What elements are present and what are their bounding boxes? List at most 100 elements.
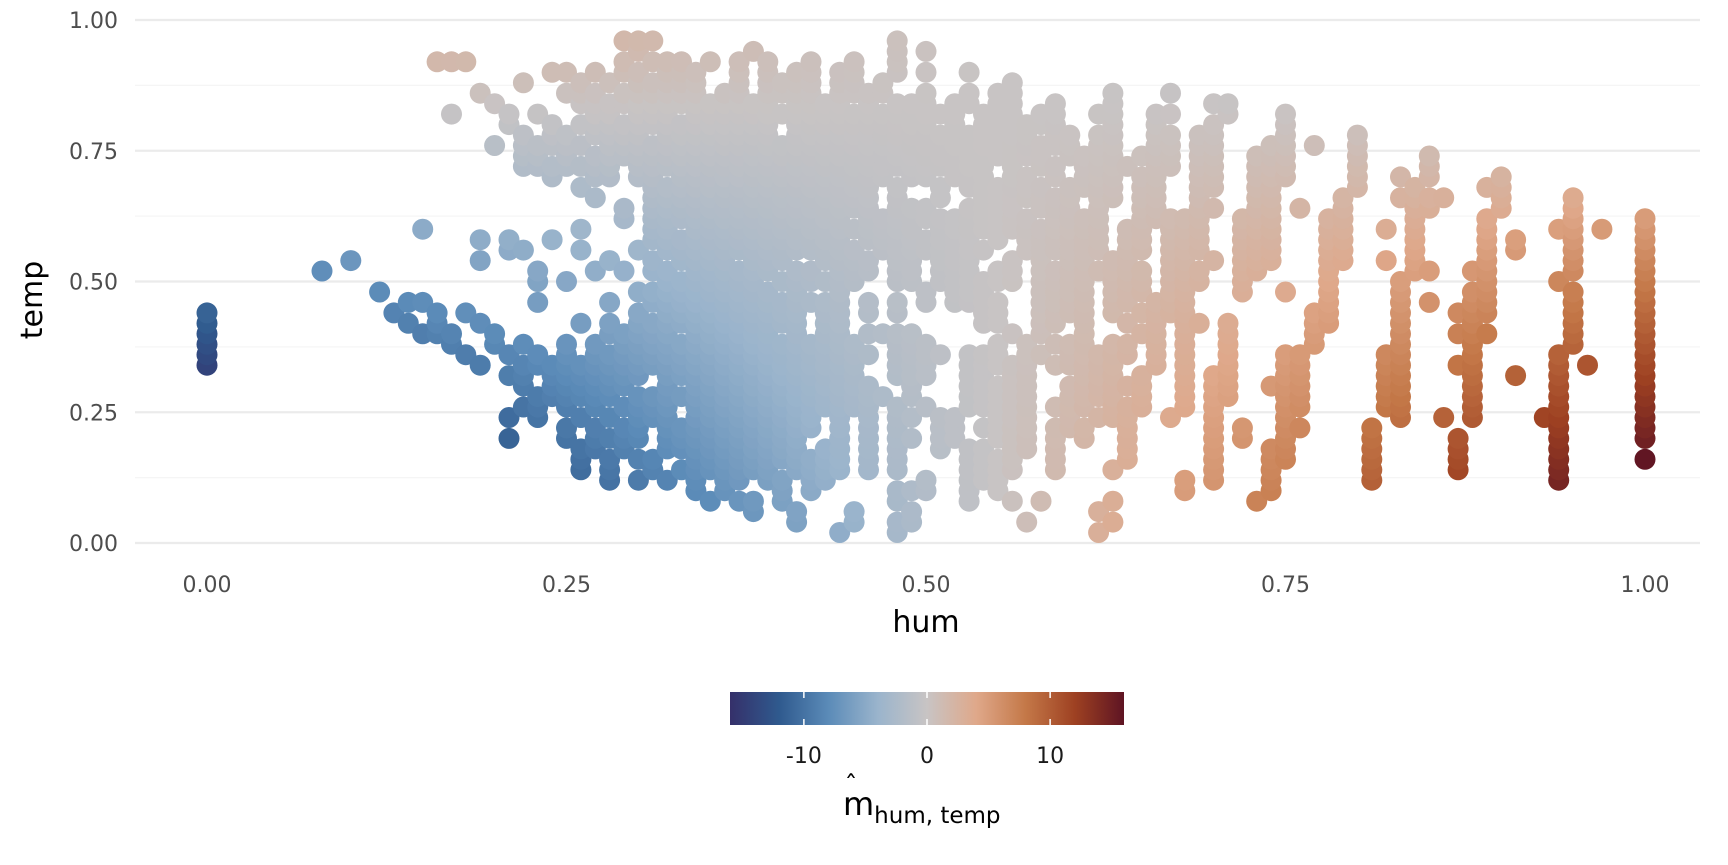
data-point xyxy=(800,51,822,73)
y-tick-label: 1.00 xyxy=(69,9,118,34)
data-point xyxy=(527,103,549,125)
data-point xyxy=(1145,103,1167,125)
data-point xyxy=(556,333,577,355)
data-point xyxy=(858,250,879,272)
data-point xyxy=(1030,218,1052,240)
data-point xyxy=(541,114,563,136)
legend-title-base: m xyxy=(843,785,874,823)
data-point xyxy=(1116,218,1138,240)
data-point xyxy=(915,469,937,491)
svg-text:mhum, temp: mhum, temp xyxy=(843,785,1001,829)
data-point xyxy=(627,448,649,470)
data-point xyxy=(973,271,994,292)
data-point xyxy=(886,30,908,52)
x-tick-label: 0.50 xyxy=(902,573,951,598)
colorbar-tick-label: 10 xyxy=(1036,744,1064,769)
y-tick-label: 0.25 xyxy=(69,401,118,426)
x-tick-label: 1.00 xyxy=(1621,573,1670,598)
colorbar-tick-label: -10 xyxy=(786,744,822,769)
data-point xyxy=(1102,511,1124,533)
data-point xyxy=(671,51,692,73)
data-point xyxy=(584,187,606,209)
data-point xyxy=(512,72,534,94)
x-tick-label: 0.75 xyxy=(1261,573,1310,598)
data-point xyxy=(742,490,764,512)
data-point xyxy=(311,260,333,282)
data-point xyxy=(196,302,218,324)
data-point xyxy=(901,407,923,428)
data-point xyxy=(412,291,434,313)
data-point xyxy=(886,323,908,345)
data-point xyxy=(613,197,635,219)
data-point xyxy=(613,323,635,345)
data-point xyxy=(771,271,793,292)
data-point xyxy=(987,375,1009,397)
color-legend: -10 0 10 mhum, temp ˆ xyxy=(730,692,1124,829)
data-point xyxy=(901,480,923,502)
data-point xyxy=(901,323,923,345)
data-point xyxy=(642,30,664,52)
data-point xyxy=(441,103,462,125)
data-point xyxy=(685,61,707,83)
data-point xyxy=(397,312,419,334)
data-point xyxy=(1476,323,1498,345)
data-point xyxy=(1102,82,1124,104)
data-point xyxy=(886,176,908,198)
data-point xyxy=(1116,333,1138,355)
data-point xyxy=(1346,124,1368,146)
colorbar-tick-label: 0 xyxy=(920,744,934,769)
data-point xyxy=(1433,407,1455,428)
data-point xyxy=(1418,145,1440,167)
data-point xyxy=(1548,271,1570,292)
data-point xyxy=(915,40,937,62)
data-point xyxy=(1418,187,1440,209)
data-point xyxy=(929,344,951,366)
data-point xyxy=(1030,490,1052,512)
data-point xyxy=(412,323,434,345)
data-point xyxy=(958,82,980,104)
data-point xyxy=(599,291,621,313)
y-tick-label: 0.75 xyxy=(69,140,118,165)
data-point xyxy=(1131,323,1153,345)
data-point xyxy=(1001,250,1023,272)
data-point xyxy=(570,114,592,136)
data-point xyxy=(786,501,808,523)
data-point xyxy=(1275,103,1296,125)
data-points xyxy=(196,30,1656,543)
data-point xyxy=(1246,490,1268,512)
data-point xyxy=(1375,250,1397,272)
data-point xyxy=(1001,323,1023,345)
data-point xyxy=(1217,93,1239,115)
data-point xyxy=(469,354,491,376)
data-point xyxy=(843,51,865,73)
data-point xyxy=(412,218,434,240)
data-point xyxy=(1562,187,1584,209)
data-point xyxy=(613,260,635,282)
x-axis-title: hum xyxy=(892,605,959,640)
data-point xyxy=(556,271,577,292)
data-point xyxy=(1160,103,1181,125)
data-point xyxy=(671,271,692,292)
legend-title-hat: ˆ xyxy=(845,771,858,801)
data-point xyxy=(843,501,865,523)
data-point xyxy=(570,218,592,240)
data-point xyxy=(1131,166,1153,188)
data-point xyxy=(843,218,865,240)
data-point xyxy=(541,229,563,251)
data-point xyxy=(1375,218,1397,240)
data-point xyxy=(1203,197,1225,219)
data-point xyxy=(786,61,808,83)
data-point xyxy=(599,427,621,449)
data-point xyxy=(886,511,908,533)
data-point xyxy=(929,208,951,230)
data-point xyxy=(1260,375,1282,397)
data-point xyxy=(1059,176,1081,198)
data-point xyxy=(1490,166,1512,188)
data-point xyxy=(915,61,937,83)
data-point xyxy=(599,93,621,115)
data-point xyxy=(958,344,980,366)
data-point xyxy=(1131,260,1153,282)
y-axis-ticks: 0.00 0.25 0.50 0.75 1.00 xyxy=(69,9,118,557)
data-point xyxy=(469,312,491,334)
data-point xyxy=(455,344,477,366)
